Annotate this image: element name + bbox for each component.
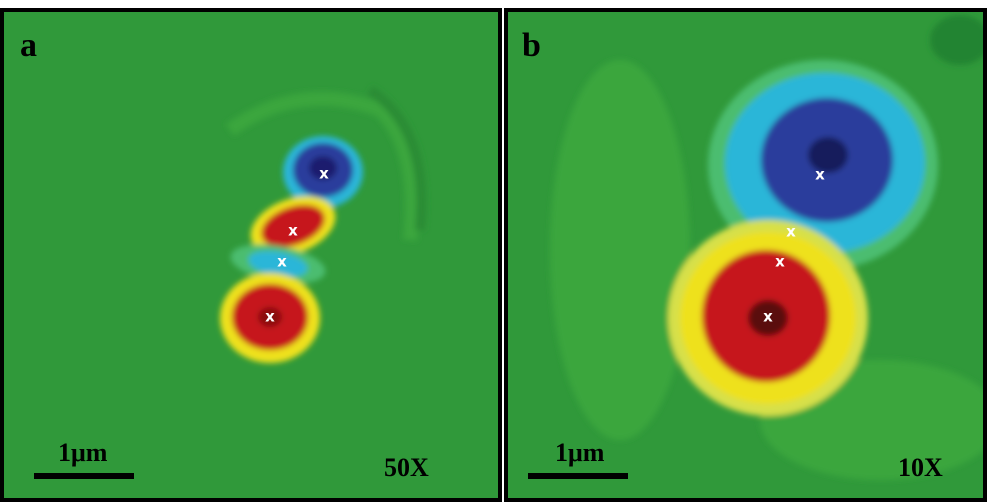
scale-bar <box>528 473 628 479</box>
panel-a: a x x x x 1μm 50X <box>2 10 500 500</box>
magnification: 50X <box>384 453 429 482</box>
magnification: 10X <box>898 453 943 482</box>
scale-bar <box>34 473 134 479</box>
marker: x <box>786 223 796 241</box>
marker: x <box>288 222 298 240</box>
marker: x <box>775 253 785 271</box>
marker: x <box>265 308 275 326</box>
marker: x <box>319 165 329 183</box>
figure: a x x x x 1μm 50X b x x x x 1μm 10X <box>0 0 987 502</box>
scale-bar-label: 1μm <box>555 438 605 467</box>
marker: x <box>763 308 773 326</box>
panel-label: b <box>522 27 541 64</box>
marker: x <box>277 253 287 271</box>
panel-label: a <box>20 27 37 64</box>
scale-bar-label: 1μm <box>58 438 108 467</box>
panel-b: b x x x x 1μm 10X <box>506 10 987 500</box>
marker: x <box>815 166 825 184</box>
